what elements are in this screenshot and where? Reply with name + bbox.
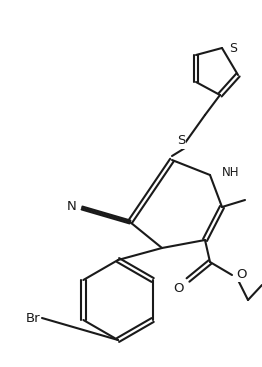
Text: N: N [67,200,77,214]
Text: S: S [229,41,237,55]
Text: Br: Br [25,312,40,324]
Text: O: O [236,268,247,280]
Text: O: O [173,282,184,295]
Text: S: S [177,134,185,148]
Text: NH: NH [222,167,239,179]
